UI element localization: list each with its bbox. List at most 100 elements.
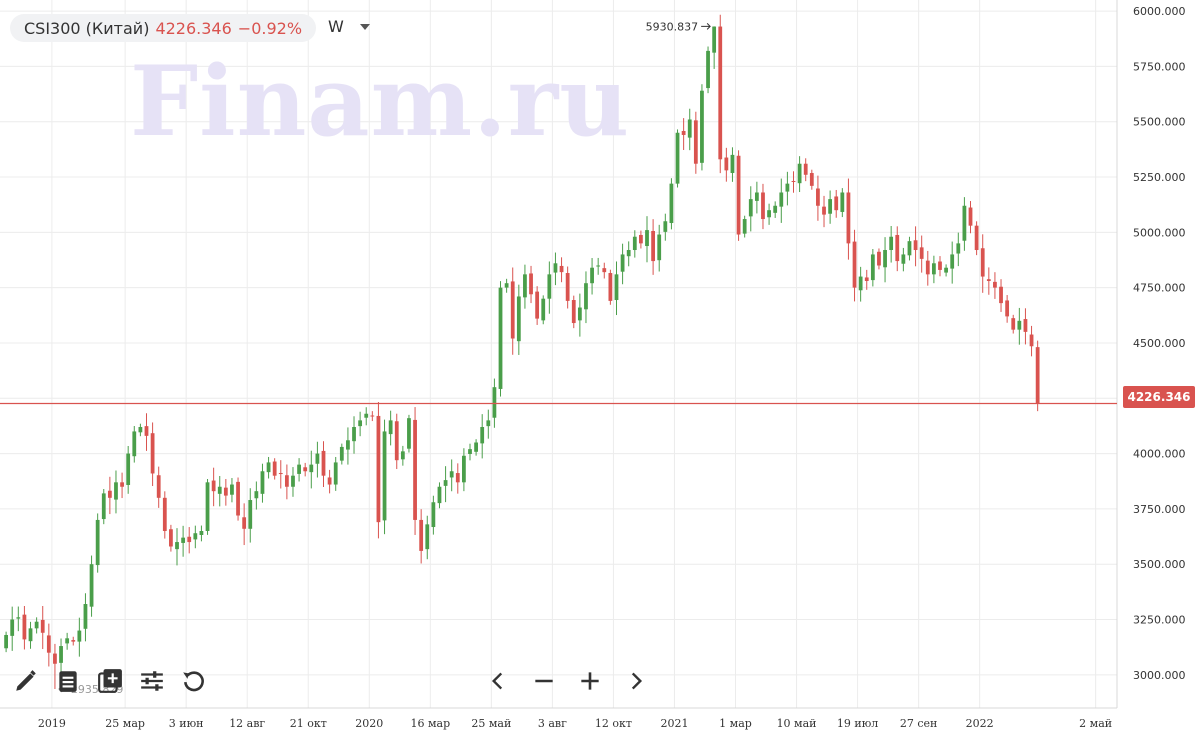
y-tick-label: 3500.000 xyxy=(1133,558,1186,571)
high-label: 5930.837 xyxy=(646,20,699,33)
candle-body xyxy=(986,279,991,281)
candle-body xyxy=(980,248,985,277)
candle-body xyxy=(53,653,57,664)
candle-body xyxy=(657,234,662,261)
symbol-header[interactable]: CSI300 (Китай) 4226.346 −0.92% xyxy=(10,14,317,42)
candle-body xyxy=(211,480,216,492)
pencil-icon[interactable] xyxy=(12,666,40,696)
candle-body xyxy=(266,462,271,473)
candle-body xyxy=(260,471,265,494)
x-tick-label: 2020 xyxy=(355,717,383,730)
candle-body xyxy=(846,192,851,244)
y-tick-label: 5000.000 xyxy=(1133,226,1186,239)
candle-body xyxy=(321,450,326,476)
candle-body xyxy=(132,431,137,457)
x-tick-label: 19 июл xyxy=(837,717,878,730)
candle-body xyxy=(187,536,192,543)
candle-body xyxy=(339,446,344,461)
candle-body xyxy=(877,251,881,266)
candle-body xyxy=(309,464,314,473)
candle-body xyxy=(907,241,912,256)
candle-body xyxy=(77,630,82,642)
candle-body xyxy=(181,537,186,543)
candle-body xyxy=(675,132,680,184)
y-tick-label: 3750.000 xyxy=(1133,503,1186,516)
candle-body xyxy=(931,263,936,275)
add-panel-icon[interactable] xyxy=(96,666,124,696)
candle-body xyxy=(419,519,424,551)
candle-body xyxy=(492,387,497,418)
y-tick-label: 3250.000 xyxy=(1133,614,1186,627)
candle-body xyxy=(608,273,613,301)
candle-body xyxy=(925,260,930,275)
high-annotation: 5930.837 xyxy=(646,20,711,33)
candle-body xyxy=(156,475,161,498)
candle-body xyxy=(895,234,900,262)
chevron-down-icon xyxy=(359,23,370,30)
settings-sliders-icon[interactable] xyxy=(138,666,166,696)
candle-body xyxy=(83,604,88,629)
candle-body xyxy=(791,180,796,182)
scroll-right-icon[interactable] xyxy=(622,666,650,696)
x-tick-label: 12 авг xyxy=(229,717,265,730)
candle-body xyxy=(22,614,27,640)
candle-body xyxy=(840,192,845,212)
candle-body xyxy=(315,453,320,464)
candle-body xyxy=(999,286,1003,304)
candle-body xyxy=(297,464,301,474)
candle-body xyxy=(736,155,741,235)
candle-body xyxy=(681,130,686,135)
x-tick-label: 2022 xyxy=(966,717,994,730)
candle-body xyxy=(913,240,918,251)
candle-body xyxy=(852,241,857,288)
candle-body xyxy=(169,529,173,547)
candle-body xyxy=(382,431,387,521)
candle-body xyxy=(620,254,625,272)
x-tick-label: 2021 xyxy=(660,717,688,730)
last-price-tag: 4226.346 xyxy=(1123,386,1195,408)
candle-body xyxy=(706,50,710,89)
candle-body xyxy=(150,433,155,474)
x-tick-label: 25 мар xyxy=(105,717,145,730)
candle-body xyxy=(1011,318,1016,330)
candle-body xyxy=(461,455,466,483)
candle-body xyxy=(553,263,558,273)
candle-body xyxy=(101,493,106,520)
candle-body xyxy=(785,183,790,192)
candle-body xyxy=(352,427,356,442)
candle-body xyxy=(693,120,698,164)
candle-body xyxy=(10,619,15,636)
zoom-out-icon[interactable] xyxy=(530,666,558,696)
candle-body xyxy=(944,267,948,273)
candle-body xyxy=(175,542,179,550)
candle-body xyxy=(4,634,8,649)
y-tick-label: 5750.000 xyxy=(1133,60,1186,73)
reset-icon[interactable] xyxy=(180,666,208,696)
candle-body xyxy=(510,281,515,339)
candle-body xyxy=(1029,334,1034,347)
x-tick-label: 16 мар xyxy=(410,717,450,730)
candle-body xyxy=(205,482,210,531)
candle-body xyxy=(938,261,942,270)
candle-body xyxy=(284,475,289,487)
zoom-in-icon[interactable] xyxy=(576,666,604,696)
candle-body xyxy=(883,250,887,268)
interval-selector[interactable]: W xyxy=(328,17,370,36)
candle-body xyxy=(901,254,906,264)
notes-icon[interactable] xyxy=(54,666,82,696)
candle-body xyxy=(828,199,833,214)
candle-body xyxy=(388,420,393,435)
candle-body xyxy=(779,192,784,207)
grid-lines xyxy=(0,0,1117,708)
symbol-name: CSI300 (Китай) xyxy=(24,18,150,38)
candle-body xyxy=(120,482,124,487)
candle-body xyxy=(516,296,521,342)
scroll-left-icon[interactable] xyxy=(484,666,512,696)
candle-body xyxy=(858,276,863,291)
candle-body xyxy=(761,192,765,220)
x-tick-label: 10 май xyxy=(777,717,817,730)
high-arrow-icon xyxy=(701,23,711,30)
candle-body xyxy=(571,300,576,324)
candle-body xyxy=(919,247,924,259)
